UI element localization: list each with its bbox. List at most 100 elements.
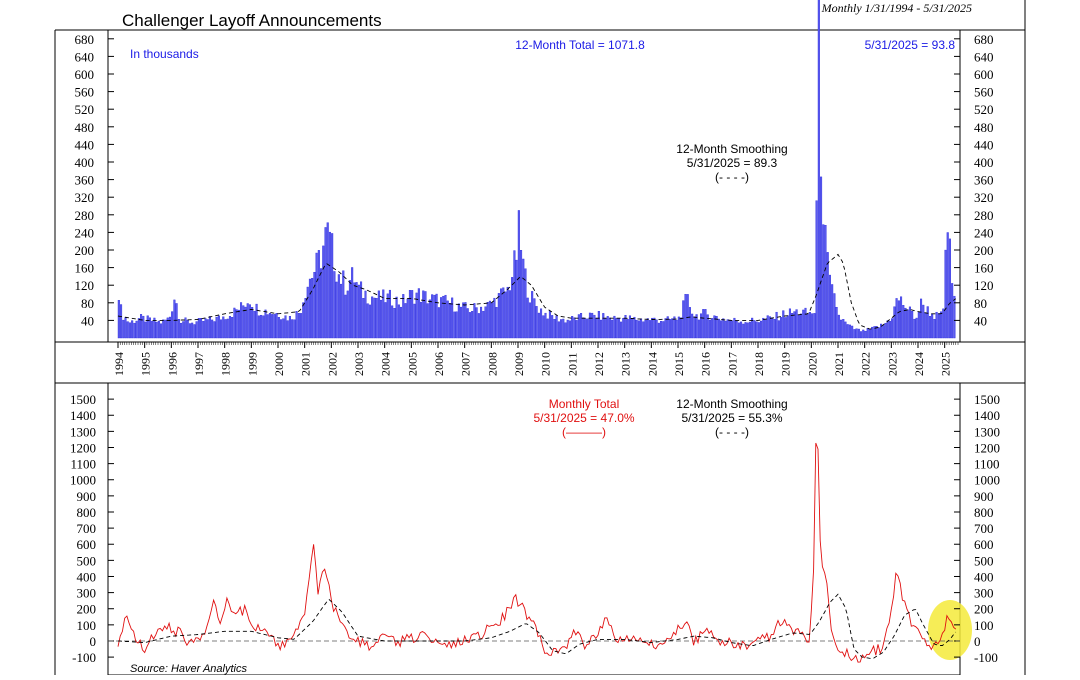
monthly-bar <box>762 317 765 339</box>
monthly-bar <box>766 315 769 339</box>
top-right-tick-label: 160 <box>974 261 994 276</box>
monthly-bar <box>700 313 703 339</box>
monthly-bar <box>486 302 489 339</box>
bottom-left-tick-label: 700 <box>77 521 97 536</box>
monthly-bar <box>515 259 518 339</box>
monthly-bar <box>820 176 823 339</box>
monthly-bar <box>735 321 738 339</box>
monthly-bar <box>257 315 260 339</box>
monthly-bar <box>377 290 380 339</box>
monthly-bar <box>344 294 347 339</box>
monthly-bar <box>784 317 787 339</box>
monthly-bar <box>300 313 303 339</box>
monthly-bar <box>251 307 254 339</box>
monthly-bar <box>815 200 818 339</box>
monthly-bar <box>437 307 440 339</box>
monthly-bar <box>782 310 785 339</box>
year-label: 2023 <box>885 352 899 376</box>
top-right-tick-label: 400 <box>974 155 994 170</box>
monthly-bar <box>506 286 509 339</box>
year-label: 2016 <box>699 352 713 376</box>
monthly-bar <box>148 317 151 339</box>
monthly-bar <box>846 324 849 339</box>
monthly-bar <box>333 271 336 339</box>
year-label: 2003 <box>352 352 366 376</box>
monthly-bar <box>171 311 174 339</box>
monthly-bar <box>388 289 391 339</box>
bottom-lines-group <box>117 442 957 663</box>
monthly-bar <box>217 315 220 339</box>
monthly-bar <box>482 310 485 339</box>
year-label: 1996 <box>165 352 179 376</box>
monthly-bar <box>308 278 311 339</box>
monthly-bar <box>688 307 691 339</box>
top-left-tick-label: 320 <box>75 190 95 205</box>
monthly-bar <box>202 321 205 339</box>
monthly-bar <box>484 306 487 339</box>
bottom-left-tick-label: 800 <box>77 505 97 520</box>
monthly-bar <box>926 306 929 339</box>
monthly-bar <box>828 274 831 339</box>
monthly-bar <box>680 317 683 339</box>
monthly-bar <box>204 318 207 339</box>
top-right-tick-label: 120 <box>974 278 994 293</box>
monthly-bar <box>948 238 951 339</box>
monthly-bar <box>457 303 460 339</box>
monthly-bar <box>555 315 558 339</box>
monthly-bar <box>180 322 183 339</box>
monthly-bar <box>568 320 571 339</box>
monthly-bar <box>320 268 323 339</box>
bottom-right-tick-label: 500 <box>974 553 994 568</box>
monthly-bar <box>260 314 263 339</box>
monthly-bar <box>717 318 720 339</box>
monthly-bar <box>880 323 883 339</box>
monthly-bar <box>331 233 334 339</box>
monthly-bar <box>875 326 878 339</box>
monthly-bar <box>157 320 160 339</box>
monthly-bar <box>800 313 803 339</box>
top-left-tick-label: 360 <box>75 173 95 188</box>
monthly-bar <box>120 304 123 339</box>
monthly-bar <box>160 323 163 339</box>
year-label: 2013 <box>619 352 633 376</box>
monthly-bar <box>273 314 276 339</box>
monthly-bar <box>353 282 356 339</box>
monthly-bar <box>924 312 927 339</box>
monthly-bar <box>262 315 265 339</box>
top-left-tick-label: 480 <box>75 120 95 135</box>
monthly-bar <box>128 322 131 339</box>
monthly-bar <box>686 294 689 339</box>
monthly-bar <box>228 316 231 339</box>
top-left-tick-label: 120 <box>75 278 95 293</box>
year-label: 2014 <box>645 352 659 376</box>
monthly-bar <box>417 288 420 339</box>
monthly-bar <box>591 312 594 339</box>
monthly-bar <box>897 300 900 339</box>
monthly-bar <box>144 321 147 339</box>
monthly-bar <box>584 318 587 339</box>
bottom-left-tick-label: 0 <box>90 634 97 649</box>
monthly-bar <box>131 320 134 339</box>
monthly-bar <box>255 303 258 339</box>
monthly-bar <box>197 318 200 339</box>
monthly-bar <box>673 316 676 339</box>
top-right-tick-label: 240 <box>974 225 994 240</box>
monthly-bar <box>946 232 949 339</box>
monthly-bar <box>902 305 905 339</box>
monthly-bar <box>808 312 811 339</box>
top-right-tick-label: 200 <box>974 243 994 258</box>
top-smoothing-title: 12-Month Smoothing <box>676 142 787 156</box>
monthly-bar <box>706 314 709 339</box>
monthly-bar <box>857 328 860 339</box>
monthly-bar <box>240 302 243 339</box>
monthly-bar <box>513 250 516 339</box>
monthly-bar <box>526 297 529 339</box>
monthly-bar <box>533 298 536 339</box>
monthly-bar <box>193 324 196 339</box>
monthly-bar <box>777 320 780 339</box>
monthly-bar <box>495 307 498 339</box>
monthly-bar <box>540 308 543 339</box>
monthly-bar <box>691 313 694 339</box>
bottom-right-tick-label: 1300 <box>974 424 1000 439</box>
monthly-bar <box>306 286 309 339</box>
